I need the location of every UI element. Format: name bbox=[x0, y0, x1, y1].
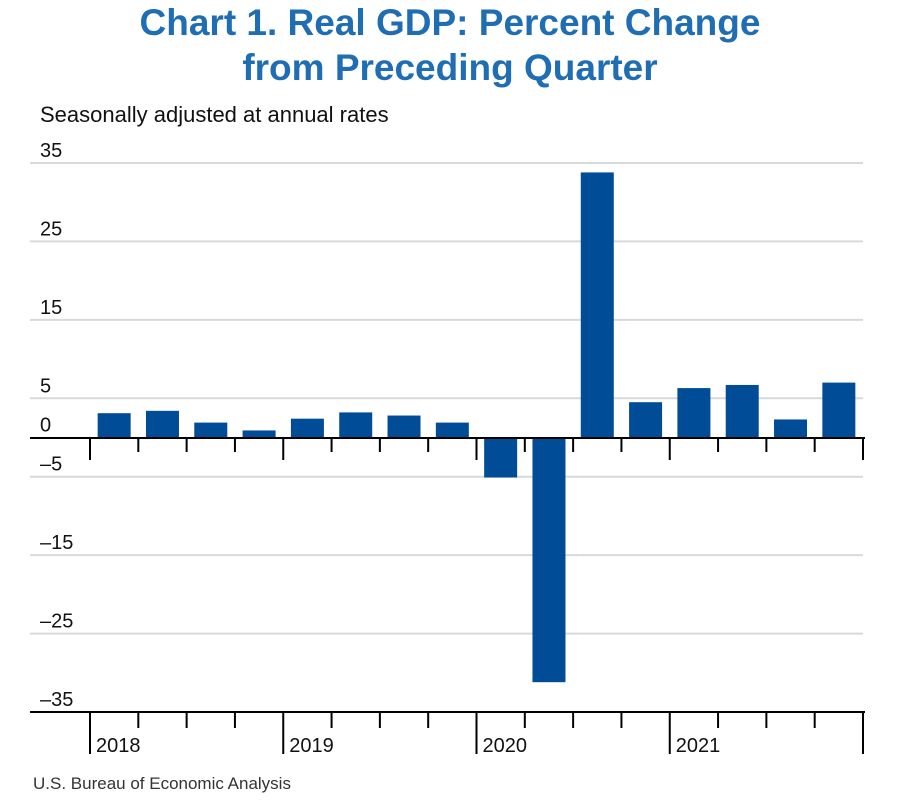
y-tick-label: 25 bbox=[40, 218, 62, 240]
bar-2018-q1 bbox=[97, 413, 131, 438]
y-tick-labels: 35 25 15 5 0 –5 –15 –25 –35 bbox=[40, 140, 73, 711]
bar-2021-q1 bbox=[677, 388, 711, 438]
bar-2019-q2 bbox=[339, 412, 373, 438]
bar-2019-q1 bbox=[290, 418, 324, 438]
y-tick-label: 35 bbox=[40, 140, 62, 162]
year-label: 2019 bbox=[289, 735, 334, 757]
axis-layer bbox=[30, 437, 865, 754]
y-tick-label: –15 bbox=[40, 532, 73, 554]
bar-2019-q4 bbox=[435, 422, 469, 438]
year-labels: 2018 2019 2020 2021 bbox=[96, 735, 720, 757]
year-label: 2021 bbox=[676, 735, 721, 757]
y-tick-label: –5 bbox=[40, 454, 62, 476]
year-label: 2018 bbox=[96, 735, 141, 757]
y-tick-label: –35 bbox=[40, 689, 73, 711]
bar-2018-q3 bbox=[194, 422, 228, 438]
bar-2018-q4 bbox=[242, 430, 276, 438]
y-tick-label: 0 bbox=[40, 415, 51, 437]
chart-title-line2: from Preceding Quarter bbox=[242, 47, 658, 88]
bar-2020-q1 bbox=[484, 437, 518, 478]
bar-2021-q4 bbox=[822, 382, 856, 438]
bar-2020-q2 bbox=[532, 437, 566, 683]
bars-layer bbox=[97, 172, 856, 683]
bar-2018-q2 bbox=[145, 410, 179, 438]
bar-2021-q2 bbox=[725, 384, 759, 438]
bar-2020-q3 bbox=[580, 172, 614, 438]
bar-2021-q3 bbox=[774, 419, 808, 438]
year-label: 2020 bbox=[483, 735, 528, 757]
y-tick-label: –25 bbox=[40, 611, 73, 633]
chart-title: Chart 1. Real GDP: Percent Change from P… bbox=[0, 0, 900, 90]
y-tick-label: 5 bbox=[40, 375, 51, 397]
bar-2020-q4 bbox=[629, 402, 663, 438]
y-tick-label: 15 bbox=[40, 297, 62, 319]
bar-2019-q3 bbox=[387, 415, 421, 438]
chart-title-line1: Chart 1. Real GDP: Percent Change bbox=[139, 2, 761, 43]
chart-subtitle: Seasonally adjusted at annual rates bbox=[40, 102, 389, 127]
source-note: U.S. Bureau of Economic Analysis bbox=[33, 774, 291, 793]
